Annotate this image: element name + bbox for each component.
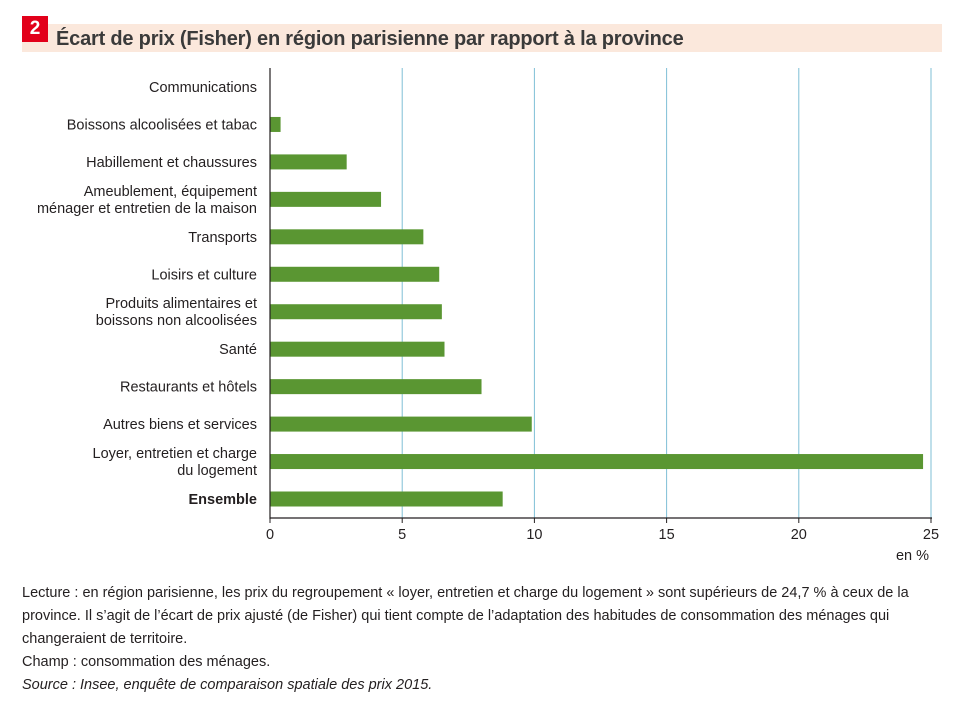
bar [270, 304, 442, 320]
category-label: Communications [149, 80, 257, 96]
bar-chart: Communications Boissons alcoolisées et ta… [37, 68, 939, 564]
bar [270, 116, 281, 132]
bar [270, 491, 503, 507]
bar [270, 154, 347, 170]
category-label: Boissons alcoolisées et tabac [67, 117, 257, 133]
bar [270, 454, 924, 470]
chart-title: Écart de prix (Fisher) en région parisie… [56, 28, 684, 50]
category-label: boissons non alcoolisées [96, 313, 257, 329]
category-label: Loisirs et culture [151, 267, 257, 283]
source-note: Source : Insee, enquête de comparaison s… [22, 677, 433, 693]
figure-number: 2 [22, 16, 48, 42]
scope-note: Champ : consommation des ménages. [22, 654, 271, 670]
x-tick-label: 20 [791, 527, 807, 543]
bar [270, 341, 445, 357]
x-tick-label: 10 [526, 527, 542, 543]
category-label: ménager et entretien de la maison [37, 201, 257, 217]
category-label: Santé [219, 342, 257, 358]
reading-note: Lecture : en région parisienne, les prix… [22, 585, 909, 647]
category-label: Produits alimentaires et [105, 296, 257, 312]
chart-notes: Lecture : en région parisienne, les prix… [22, 582, 947, 697]
x-unit-label: en % [896, 548, 929, 564]
bar [270, 266, 440, 282]
category-label: Loyer, entretien et charge [93, 446, 257, 462]
category-label: du logement [177, 463, 257, 479]
title-bar [22, 24, 942, 52]
x-tick-label: 25 [923, 527, 939, 543]
category-label: Ensemble [189, 492, 258, 508]
bar [270, 229, 424, 245]
bar [270, 416, 532, 432]
x-tick-label: 15 [659, 527, 675, 543]
x-tick-label: 5 [398, 527, 406, 543]
x-tick-label: 0 [266, 527, 274, 543]
category-label: Habillement et chaussures [86, 155, 257, 171]
bar [270, 379, 482, 395]
bar [270, 191, 382, 207]
category-label: Ameublement, équipement [84, 184, 257, 200]
category-label: Restaurants et hôtels [120, 380, 257, 396]
category-label: Autres biens et services [103, 417, 257, 433]
category-label: Transports [188, 230, 257, 246]
